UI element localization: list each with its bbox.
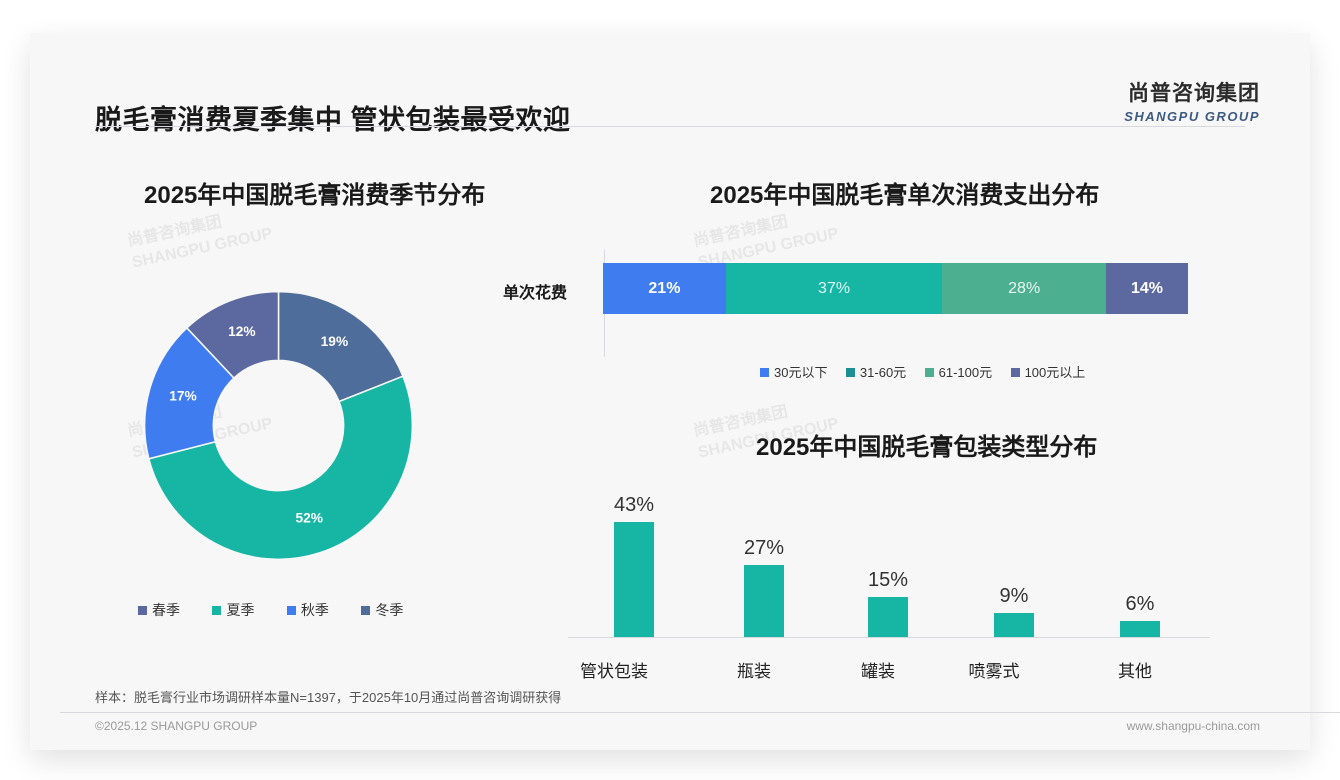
svg-text:52%: 52% <box>295 511 323 526</box>
svg-text:12%: 12% <box>228 324 256 339</box>
svg-text:17%: 17% <box>169 389 197 404</box>
svg-text:19%: 19% <box>321 334 349 349</box>
